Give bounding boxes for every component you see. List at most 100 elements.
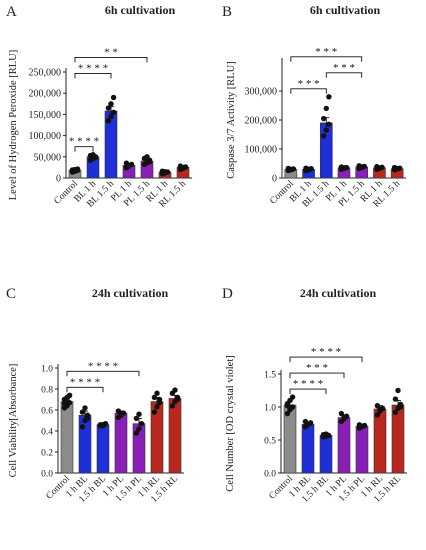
y-tick-label: 1.5 <box>264 371 276 381</box>
bar-5 <box>373 408 387 474</box>
data-point <box>326 94 332 100</box>
y-tick-label: 0.5 <box>264 437 276 447</box>
y-tick-label: 250,000 <box>29 68 62 79</box>
data-point <box>397 404 404 410</box>
y-tick-label: 100,000 <box>245 145 278 156</box>
data-point <box>79 409 86 415</box>
significance-stars: * * * <box>306 362 328 374</box>
data-point <box>374 412 381 418</box>
data-point <box>156 396 163 403</box>
data-point <box>376 165 383 171</box>
significance-bracket <box>289 372 345 379</box>
significance-bracket <box>66 386 104 393</box>
data-point <box>144 154 150 160</box>
chart-hydrogen-peroxide: 0 50,000 100,000 150,000 200,000 250,000 Level… <box>8 46 192 210</box>
data-point <box>79 424 86 430</box>
chart-cell-viability: 0.0 0.2 0.4 0.6 0.8 1.0 Cell Viability[Absorba… <box>8 360 184 505</box>
data-point <box>151 409 158 415</box>
data-point <box>138 420 145 427</box>
y-tick-label: 0.0 <box>264 470 276 480</box>
significance-bracket <box>290 56 363 62</box>
data-point <box>118 411 124 417</box>
data-point <box>305 166 312 172</box>
data-point <box>105 118 112 124</box>
panel-a-letter: A <box>6 4 17 20</box>
significance-bracket <box>74 146 94 152</box>
bar-2 <box>96 424 110 474</box>
data-point <box>136 411 142 417</box>
data-point <box>133 430 140 436</box>
y-axis-title: Level of Hydrogen Peroxide [RLU] <box>8 50 19 200</box>
data-point <box>108 101 114 107</box>
data-point <box>394 166 400 172</box>
y-tick-label: 200,000 <box>29 89 62 100</box>
significance-bracket <box>74 72 112 79</box>
data-point <box>284 410 291 417</box>
bar-2 <box>319 435 333 474</box>
y-tick-label: 150,000 <box>29 110 62 121</box>
data-point <box>341 414 347 421</box>
panel-d-letter: D <box>222 286 233 302</box>
significance-stars: * * * <box>333 62 355 74</box>
data-point <box>64 397 70 404</box>
data-point <box>133 415 140 422</box>
significance-stars: * * * * <box>69 136 99 148</box>
data-point <box>392 409 399 415</box>
y-axis-title: Cell Viability[Absorbance] <box>8 364 19 478</box>
data-point <box>284 402 291 409</box>
data-point <box>180 164 186 171</box>
bar-4 <box>355 425 369 474</box>
y-tick-label: 1.0 <box>41 365 53 375</box>
data-point <box>84 415 91 422</box>
data-point <box>174 396 181 403</box>
bar-6 <box>168 398 182 474</box>
panel-c-title: 24h cultivation <box>92 286 169 300</box>
panel-b-title: 6h cultivation <box>310 3 381 17</box>
data-point <box>323 127 329 133</box>
data-point <box>323 431 329 437</box>
data-point <box>374 402 381 409</box>
data-point <box>172 387 178 393</box>
y-tick-label: 1.0 <box>264 404 276 414</box>
data-point <box>92 154 99 161</box>
data-point <box>82 405 88 411</box>
data-point <box>338 410 345 417</box>
significance-stars: * * * <box>298 78 320 90</box>
y-axis-title: Cell Number [OD crystal violet] <box>225 355 236 491</box>
data-point <box>151 394 158 401</box>
y-tick-label: 50,000 <box>34 152 62 163</box>
y-tick-label: 200,000 <box>245 116 278 127</box>
y-tick-label: 0 <box>56 174 61 185</box>
data-point <box>305 421 311 427</box>
bar-1 <box>78 414 92 474</box>
data-point <box>110 94 117 101</box>
chart-caspase-activity: 0 100,000 200,000 300,000 Caspase 3/7 Activi… <box>226 46 406 210</box>
significance-bracket <box>74 56 148 63</box>
data-point <box>341 165 347 171</box>
data-point <box>136 426 142 432</box>
y-tick-label: 0.0 <box>41 470 53 480</box>
data-point <box>289 404 296 410</box>
data-point <box>66 392 73 398</box>
data-point <box>377 406 383 413</box>
data-point <box>323 105 329 112</box>
data-point <box>162 168 168 175</box>
data-point <box>100 423 106 429</box>
significance-stars: * * * * <box>78 62 108 74</box>
bar-3 <box>114 412 128 474</box>
data-point <box>105 105 112 111</box>
bar-6 <box>391 404 405 474</box>
data-point <box>74 166 81 172</box>
data-point <box>110 109 117 115</box>
data-point <box>146 159 153 165</box>
bar-0 <box>60 401 74 474</box>
significance-stars: * * * * <box>88 360 118 372</box>
data-point <box>392 396 399 402</box>
significance-stars: * * * <box>315 46 337 58</box>
data-point <box>359 164 365 170</box>
significance-bracket <box>289 356 363 363</box>
bar-3 <box>337 417 351 474</box>
data-point <box>326 121 332 128</box>
data-point <box>169 403 176 409</box>
